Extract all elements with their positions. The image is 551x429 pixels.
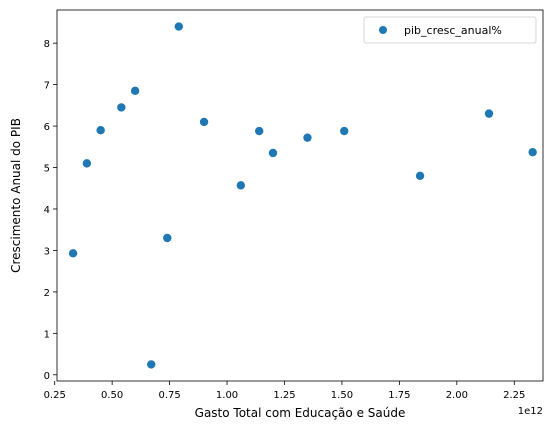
data-point <box>255 126 264 136</box>
x-tick-label: 2.00 <box>446 390 468 401</box>
data-point <box>415 171 425 181</box>
y-axis: 0 1 2 3 4 5 6 7 8 <box>44 39 57 382</box>
x-tick-label: 1.25 <box>273 390 295 401</box>
x-tick-label: 2.25 <box>503 390 525 401</box>
y-tick-label: 8 <box>44 39 50 50</box>
y-tick-label: 4 <box>44 205 50 216</box>
data-point <box>199 117 209 127</box>
x-tick-label: 1.50 <box>331 390 353 401</box>
y-tick-label: 2 <box>44 288 50 299</box>
y-axis-label: Crescimento Anual do PIB <box>9 118 23 273</box>
y-tick-label: 1 <box>44 329 50 340</box>
data-point <box>68 249 78 258</box>
legend-label: pib_cresc_anual% <box>404 24 502 37</box>
data-point <box>236 181 246 190</box>
x-tick-label: 1.75 <box>388 390 410 401</box>
x-tick-label: 0.25 <box>44 390 66 401</box>
plot-frame <box>56 9 544 382</box>
data-point <box>174 22 183 31</box>
legend: pib_cresc_anual% <box>363 16 537 44</box>
y-tick-label: 7 <box>44 81 50 92</box>
data-point <box>82 159 92 168</box>
y-tick-label: 3 <box>44 246 50 257</box>
scatter-points <box>68 22 537 369</box>
y-tick-label: 5 <box>44 164 50 175</box>
data-point <box>130 86 140 96</box>
x-tick-label: 0.75 <box>158 390 180 401</box>
data-point <box>303 133 312 142</box>
x-axis-offset-label: 1e12 <box>518 406 543 417</box>
data-point <box>484 109 494 118</box>
data-point <box>528 147 537 157</box>
x-tick-label: 1.00 <box>216 390 238 401</box>
x-axis-label: Gasto Total com Educação e Saúde <box>195 406 406 420</box>
y-tick-label: 6 <box>44 122 50 133</box>
data-point <box>96 126 105 135</box>
data-point <box>340 126 349 136</box>
data-point <box>268 148 278 158</box>
x-axis: 0.25 0.50 0.75 1.00 1.25 1.50 1.75 2.00 2.25 <box>44 381 525 401</box>
y-tick-label: 0 <box>44 371 50 382</box>
legend-box <box>363 16 537 44</box>
x-tick-label: 0.50 <box>101 390 123 401</box>
data-point <box>163 233 172 243</box>
data-point <box>117 103 126 112</box>
data-point <box>147 360 156 369</box>
legend-marker <box>379 26 387 34</box>
